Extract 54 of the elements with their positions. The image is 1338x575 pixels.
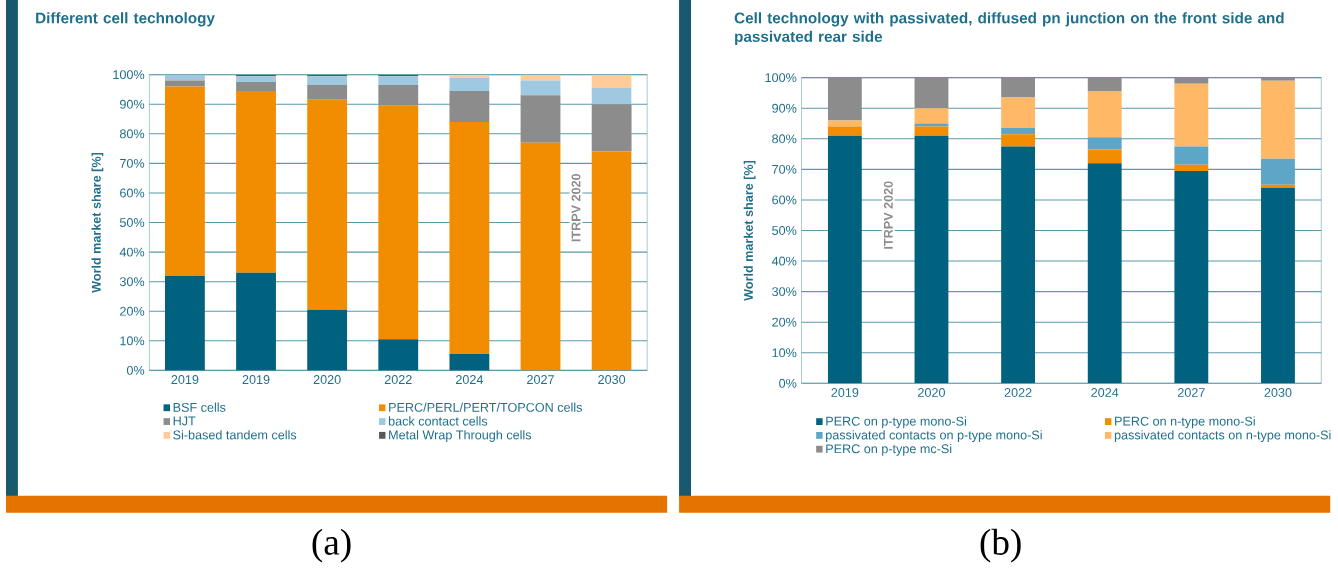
legend-label: Si-based tandem cells — [173, 430, 297, 440]
legend-label: PERC on p-type mc-Si — [826, 444, 952, 456]
y-tick-label: 60% — [772, 195, 797, 205]
y-tick-label: 30% — [772, 287, 797, 297]
y-tick-label: 40% — [771, 256, 797, 266]
y-tick-label: 0% — [126, 366, 145, 376]
x-tick-label: 2030 — [1264, 388, 1292, 398]
y-tick-label: 10% — [120, 336, 145, 346]
y-tick-label: 40% — [119, 247, 145, 257]
x-tick-label: 2019 — [242, 375, 270, 385]
x-tick-label: 2019 — [831, 388, 859, 398]
y-tick-label: 50% — [119, 218, 145, 228]
x-tick-label: 2020 — [313, 375, 341, 385]
text: (b) — [980, 529, 1021, 563]
legend-label: PERC/PERL/PERT/TOPCON cells — [389, 402, 582, 413]
y-tick-label: 50% — [772, 226, 797, 236]
x-tick-label: 2019 — [171, 375, 199, 385]
x-tick-label: 2030 — [598, 375, 626, 385]
annotation: ITRPV 2020 — [883, 181, 893, 249]
x-tick-label: 2020 — [918, 388, 945, 398]
y-tick-label: 70% — [772, 165, 797, 175]
y-tick-label: 10% — [772, 348, 797, 358]
legend-label: passivated contacts on n-type mono-Si — [1114, 430, 1331, 443]
chart-title: Cell technology with passivated, diffused pn junction on the front side and passivated rear side — [734, 12, 1284, 46]
y-tick-label: 20% — [772, 317, 797, 327]
chart-title: Different cell technology — [36, 12, 215, 27]
y-tick-label: 60% — [120, 188, 145, 198]
text: (a) — [312, 529, 351, 563]
x-tick-label: 2027 — [1177, 388, 1205, 398]
legend-label: passivated contacts on p-type mono-Si — [826, 430, 1042, 443]
legend-label: Metal Wrap Through cells — [389, 430, 532, 443]
legend-label: HJT — [173, 416, 196, 426]
y-axis-title: World market share [%] — [743, 161, 756, 302]
y-tick-label: 100% — [765, 73, 797, 83]
y-tick-label: 90% — [772, 104, 797, 113]
x-tick-label: 2027 — [527, 375, 554, 385]
annotation: ITRPV 2020 — [571, 174, 581, 242]
x-tick-label: 2022 — [1004, 388, 1032, 398]
y-tick-label: 80% — [772, 134, 797, 144]
y-axis-title: World market share [%] — [91, 153, 104, 294]
legend-label: PERC on n-type mono-Si — [1115, 416, 1255, 429]
y-tick-label: 30% — [119, 277, 145, 287]
x-tick-label: 2024 — [1091, 388, 1119, 398]
y-tick-label: 0% — [779, 379, 797, 389]
x-tick-label: 2022 — [384, 375, 412, 385]
y-tick-label: 20% — [120, 307, 145, 316]
y-tick-label: 80% — [119, 129, 145, 139]
y-tick-label: 90% — [120, 100, 145, 109]
legend-label: back contact cells — [388, 416, 488, 426]
x-tick-label: 2024 — [455, 375, 484, 385]
legend-label: BSF cells — [173, 402, 226, 413]
legend-label: PERC on p-type mono-Si — [826, 416, 966, 429]
y-tick-label: 100% — [113, 70, 145, 80]
y-tick-label: 70% — [120, 159, 145, 169]
